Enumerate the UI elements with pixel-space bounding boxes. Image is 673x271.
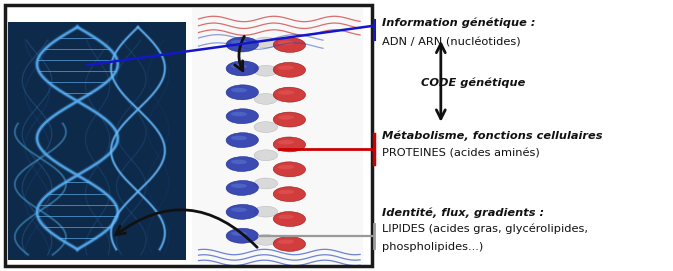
Ellipse shape [231,88,247,92]
Ellipse shape [226,228,258,243]
Ellipse shape [278,140,294,144]
Text: ADN / ARN (nucléotides): ADN / ARN (nucléotides) [382,37,521,47]
Ellipse shape [278,215,294,219]
Ellipse shape [231,183,247,188]
Text: Information génétique :: Information génétique : [382,18,536,28]
Ellipse shape [231,136,247,140]
Ellipse shape [273,212,306,227]
Bar [8,22,186,260]
Ellipse shape [278,165,294,169]
Ellipse shape [254,206,277,217]
Ellipse shape [278,190,294,194]
Ellipse shape [273,237,306,251]
Text: LIPIDES (acides gras, glycérolipides,: LIPIDES (acides gras, glycérolipides, [382,224,588,234]
Ellipse shape [226,109,258,124]
Ellipse shape [231,207,247,212]
Ellipse shape [273,162,306,177]
Ellipse shape [273,37,306,52]
Ellipse shape [226,180,258,195]
Ellipse shape [226,133,258,148]
Ellipse shape [226,204,258,219]
Text: phospholipides...): phospholipides...) [382,242,483,251]
Ellipse shape [254,37,277,48]
Ellipse shape [226,37,258,52]
Ellipse shape [254,178,277,189]
Ellipse shape [231,231,247,236]
Ellipse shape [278,65,294,70]
Ellipse shape [278,90,294,95]
Ellipse shape [273,137,306,152]
Ellipse shape [273,187,306,202]
Ellipse shape [226,85,258,100]
Ellipse shape [278,41,294,45]
Ellipse shape [231,160,247,164]
Ellipse shape [278,115,294,120]
Ellipse shape [231,40,247,44]
Ellipse shape [273,112,306,127]
Bar [192,8,363,263]
Ellipse shape [226,157,258,172]
Ellipse shape [231,64,247,69]
Ellipse shape [254,234,277,245]
Ellipse shape [254,150,277,161]
Text: Métabolisme, fonctions cellulaires: Métabolisme, fonctions cellulaires [382,130,603,141]
Ellipse shape [254,122,277,133]
Ellipse shape [231,112,247,116]
Ellipse shape [226,61,258,76]
Text: Identité, flux, gradients :: Identité, flux, gradients : [382,208,544,218]
Bar [5,5,372,266]
Text: CODE génétique: CODE génétique [421,78,525,88]
Ellipse shape [278,240,294,244]
Ellipse shape [273,62,306,77]
Ellipse shape [273,87,306,102]
Ellipse shape [254,65,277,76]
Text: PROTEINES (acides aminés): PROTEINES (acides aminés) [382,148,540,158]
Ellipse shape [254,93,277,104]
